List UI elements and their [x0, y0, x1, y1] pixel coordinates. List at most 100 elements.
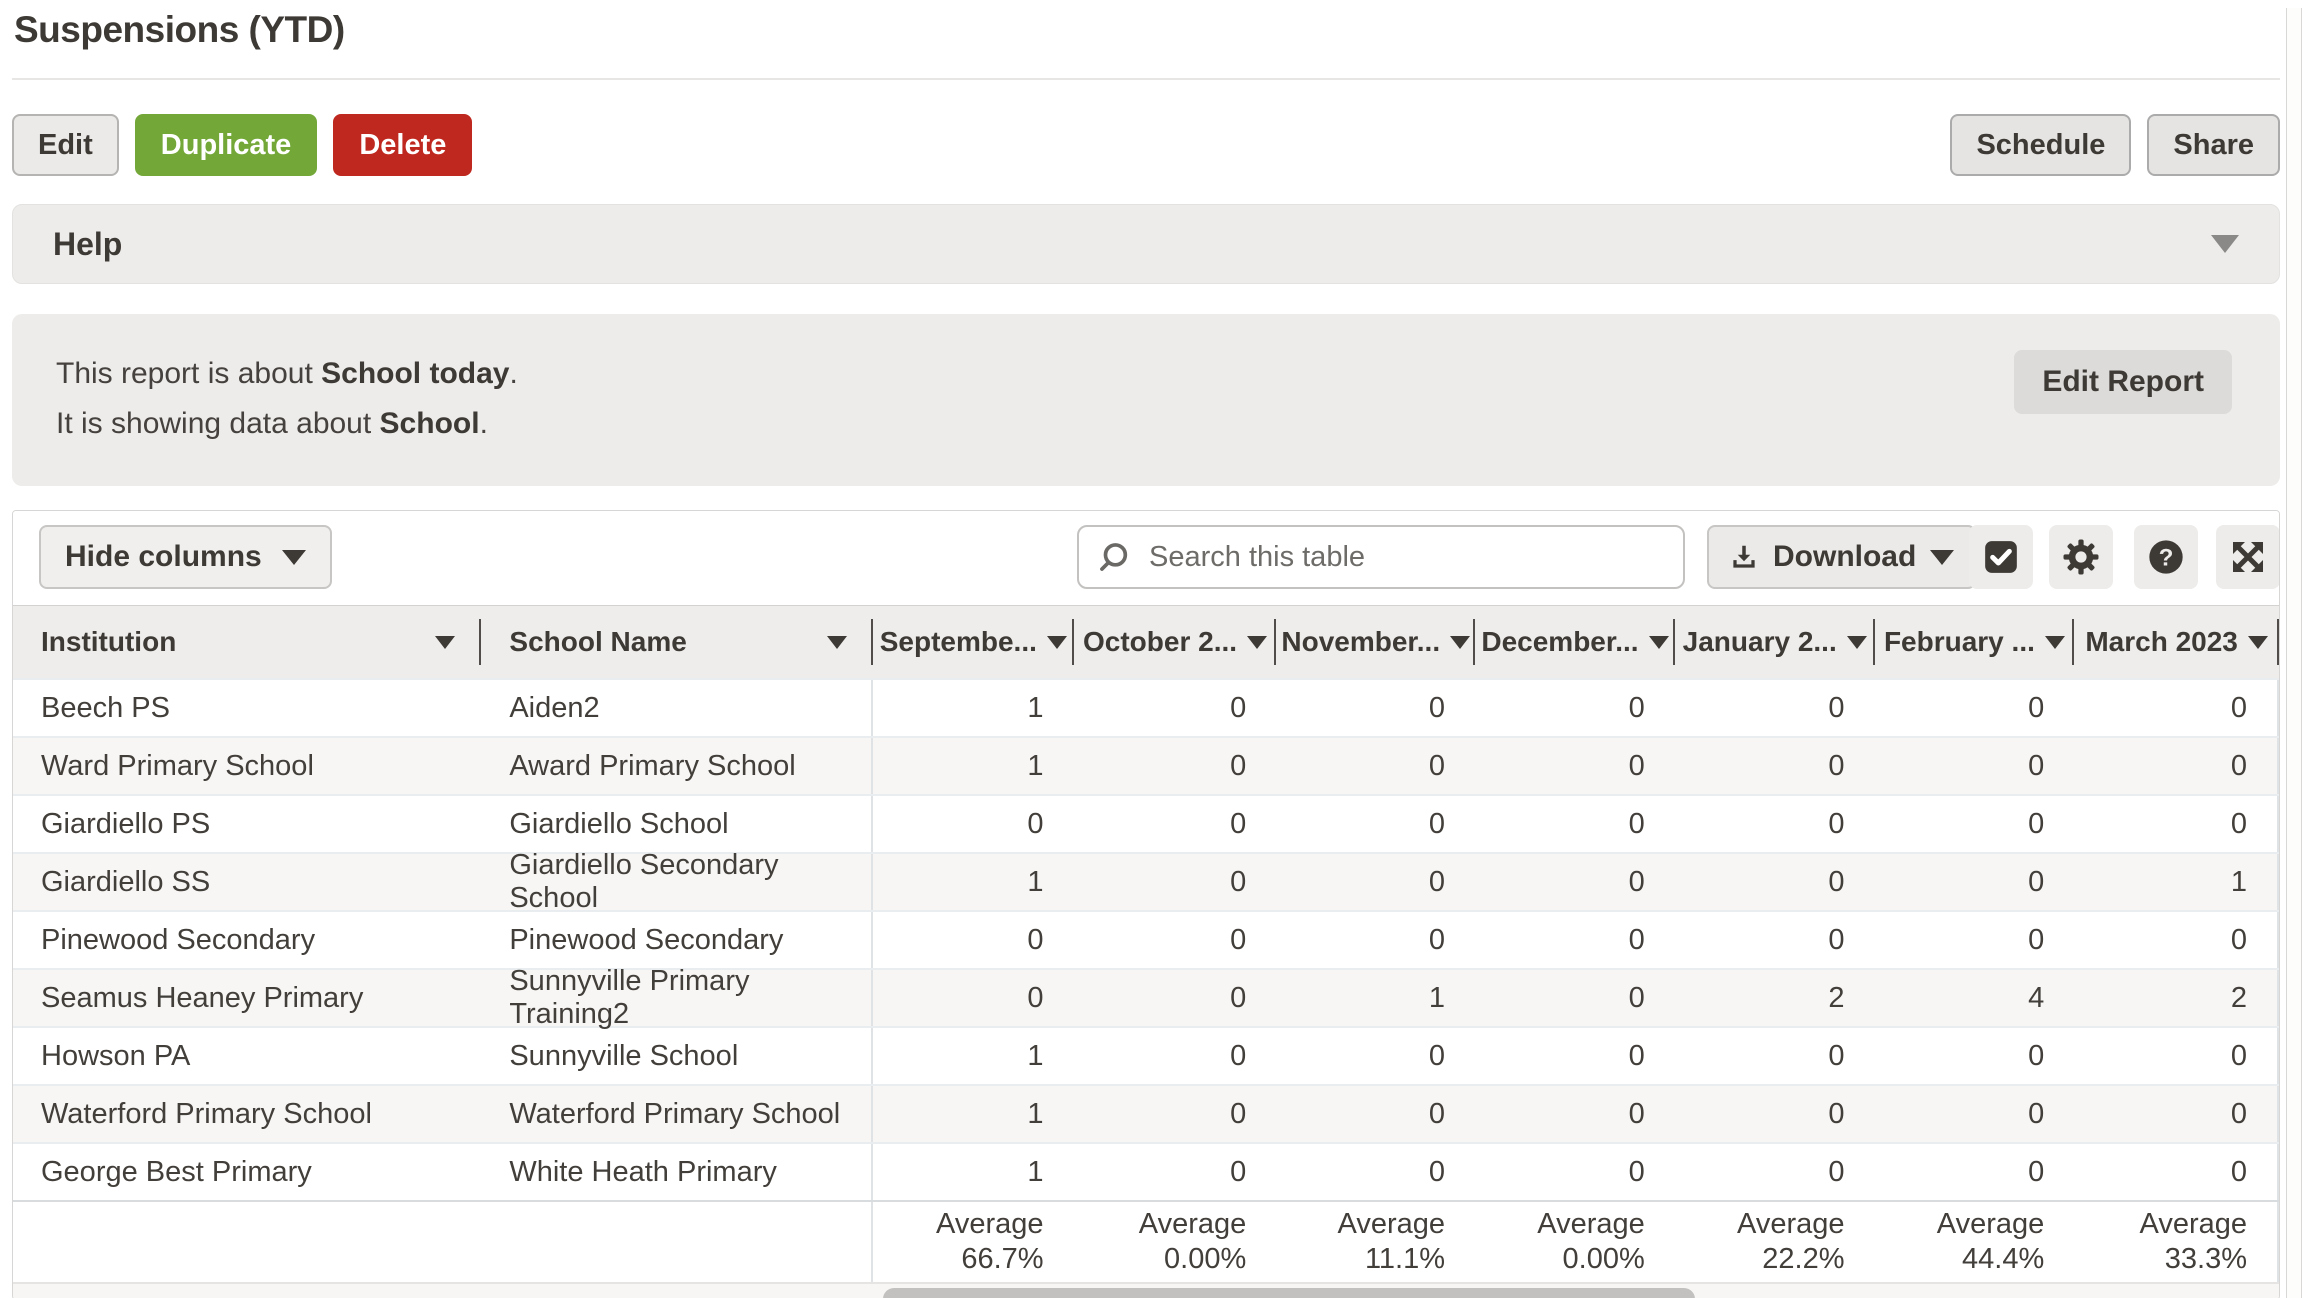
cell-value: 0	[1230, 691, 1247, 724]
sort-chevron-icon[interactable]	[826, 635, 847, 649]
search-input[interactable]	[1147, 539, 1621, 575]
cell-value: 0	[2074, 1144, 2279, 1200]
duplicate-button[interactable]: Duplicate	[134, 114, 318, 176]
cell-value: 0	[2028, 865, 2045, 898]
average-cell: Average 22.2%	[1675, 1202, 1875, 1282]
cell-value: 0	[1230, 1039, 1247, 1072]
table-row[interactable]: Pinewood Secondary Pinewood Secondary 0 0 0 0…	[13, 910, 2279, 968]
sort-chevron-icon[interactable]	[1648, 635, 1669, 649]
report-page: Suspensions (YTD) Edit Duplicate Delete …	[12, 8, 2280, 1298]
search-box[interactable]	[1077, 525, 1685, 589]
download-button[interactable]: Download	[1707, 525, 1977, 589]
horizontal-scrollbar-thumb[interactable]	[883, 1288, 1695, 1298]
magnifier-icon	[1097, 540, 1131, 574]
cell-value: 0	[2074, 1028, 2279, 1084]
cell-school-name: Giardiello Secondary School	[481, 849, 873, 914]
horizontal-scrollbar[interactable]	[13, 1282, 2279, 1298]
cell-value: 0	[1428, 807, 1446, 840]
help-accordion[interactable]: Help	[12, 204, 2280, 284]
table-row[interactable]: Seamus Heaney Primary Sunnyville Primary …	[13, 965, 2279, 1030]
cell-value: 0	[1828, 1039, 1845, 1072]
report-info-line1: This report is about School today.	[56, 357, 518, 390]
cell-value: 0	[1828, 807, 1845, 840]
column-header-month[interactable]: October 2...	[1074, 606, 1277, 678]
table-toolbar: Hide columns	[13, 511, 2279, 605]
report-info-line2: It is showing data about School.	[56, 407, 488, 440]
share-button[interactable]: Share	[2147, 114, 2280, 176]
average-cell: Average 0.00%	[1475, 1202, 1675, 1282]
table-row[interactable]: Giardiello SS Giardiello Secondary School…	[13, 849, 2279, 914]
table-row[interactable]: Beech PS Aiden2 1 0 0 0 0 0 0	[13, 678, 2279, 736]
table-row[interactable]: Waterford Primary School Waterford Primar…	[13, 1084, 2279, 1142]
cell-value: 0	[1828, 1155, 1845, 1188]
column-header-label: Septembe...	[879, 626, 1037, 657]
table-help-button[interactable]: ?	[2134, 525, 2198, 589]
table-body: Beech PS Aiden2 1 0 0 0 0 0 0 Ward Primary School…	[13, 678, 2279, 1200]
sort-chevron-icon[interactable]	[1450, 635, 1471, 649]
cell-institution: Ward Primary School	[41, 749, 314, 782]
cell-value: 0	[1428, 1097, 1446, 1130]
average-label: Average	[1537, 1208, 1645, 1240]
sort-chevron-icon[interactable]	[435, 635, 456, 649]
table-row[interactable]: Ward Primary School Award Primary School 1…	[13, 736, 2279, 794]
page-title: Suspensions (YTD)	[14, 9, 345, 50]
cell-institution: George Best Primary	[41, 1155, 312, 1188]
table-row[interactable]: Howson PA Sunnyville School 1 0 0 0 0 0 0	[13, 1026, 2279, 1084]
column-header-month[interactable]: Septembe...	[873, 606, 1074, 678]
settings-button[interactable]	[2049, 525, 2113, 589]
column-header-school-name[interactable]: School Name	[481, 606, 873, 678]
title-divider	[12, 78, 2280, 80]
gear-icon	[2060, 536, 2102, 578]
cell-value: 0	[1428, 1155, 1446, 1188]
cell-value: 4	[2028, 981, 2045, 1014]
average-label: Average	[936, 1208, 1044, 1240]
cell-value: 0	[1628, 923, 1645, 956]
cell-value: 0	[1428, 691, 1446, 724]
cell-school-name: Sunnyville Primary Training2	[481, 965, 873, 1030]
sort-chevron-icon[interactable]	[1846, 635, 1867, 649]
column-header-label: School Name	[509, 626, 687, 657]
bulk-select-button[interactable]	[1969, 525, 2033, 589]
cell-value: 0	[1428, 865, 1446, 898]
vertical-scrollbar[interactable]	[2286, 8, 2302, 1298]
cell-school-name: Aiden2	[481, 680, 873, 736]
average-label: Average	[1337, 1208, 1446, 1240]
hide-columns-button[interactable]: Hide columns	[39, 525, 332, 589]
schedule-button[interactable]: Schedule	[1950, 114, 2132, 176]
column-header-month[interactable]: February ...	[1875, 606, 2075, 678]
sort-chevron-icon[interactable]	[2247, 635, 2268, 649]
table-row[interactable]: Giardiello PS Giardiello School 0 0 0 0 0 0 0	[13, 794, 2279, 852]
hide-columns-label: Hide columns	[65, 540, 262, 573]
cell-value: 1	[1027, 1155, 1044, 1188]
sort-chevron-icon[interactable]	[2044, 635, 2065, 649]
download-label: Download	[1773, 540, 1917, 573]
cell-value: 0	[1628, 1039, 1645, 1072]
sort-chevron-icon[interactable]	[1247, 635, 1268, 649]
average-cell-empty	[481, 1202, 873, 1282]
column-header-month[interactable]: November...	[1276, 606, 1475, 678]
cell-value: 0	[2028, 807, 2045, 840]
column-header-institution[interactable]: Institution	[13, 606, 482, 678]
cell-value: 0	[2028, 923, 2045, 956]
cell-value: 0	[1428, 749, 1446, 782]
fullscreen-button[interactable]	[2216, 525, 2279, 589]
cell-institution: Beech PS	[41, 691, 170, 724]
edit-button[interactable]: Edit	[12, 114, 119, 176]
cell-value: 0	[1828, 691, 1845, 724]
table-card: Hide columns	[12, 510, 2280, 1298]
cell-value: 0	[2074, 912, 2279, 968]
sort-chevron-icon[interactable]	[1046, 635, 1067, 649]
table-row[interactable]: George Best Primary White Heath Primary 1 0…	[13, 1142, 2279, 1200]
column-header-month[interactable]: January 2...	[1675, 606, 1875, 678]
column-header-month[interactable]: December...	[1475, 606, 1675, 678]
cell-value: 0	[1628, 1097, 1645, 1130]
cell-value: 0	[1828, 1097, 1845, 1130]
average-value: 44.4%	[1962, 1243, 2045, 1275]
column-header-month[interactable]: March 2023	[2074, 606, 2279, 678]
delete-button[interactable]: Delete	[333, 114, 473, 176]
cell-value: 0	[2028, 749, 2045, 782]
cell-value: 0	[1230, 981, 1247, 1014]
cell-value: 0	[2028, 1097, 2045, 1130]
edit-report-button[interactable]: Edit Report	[2014, 350, 2232, 414]
cell-value: 0	[1628, 865, 1645, 898]
